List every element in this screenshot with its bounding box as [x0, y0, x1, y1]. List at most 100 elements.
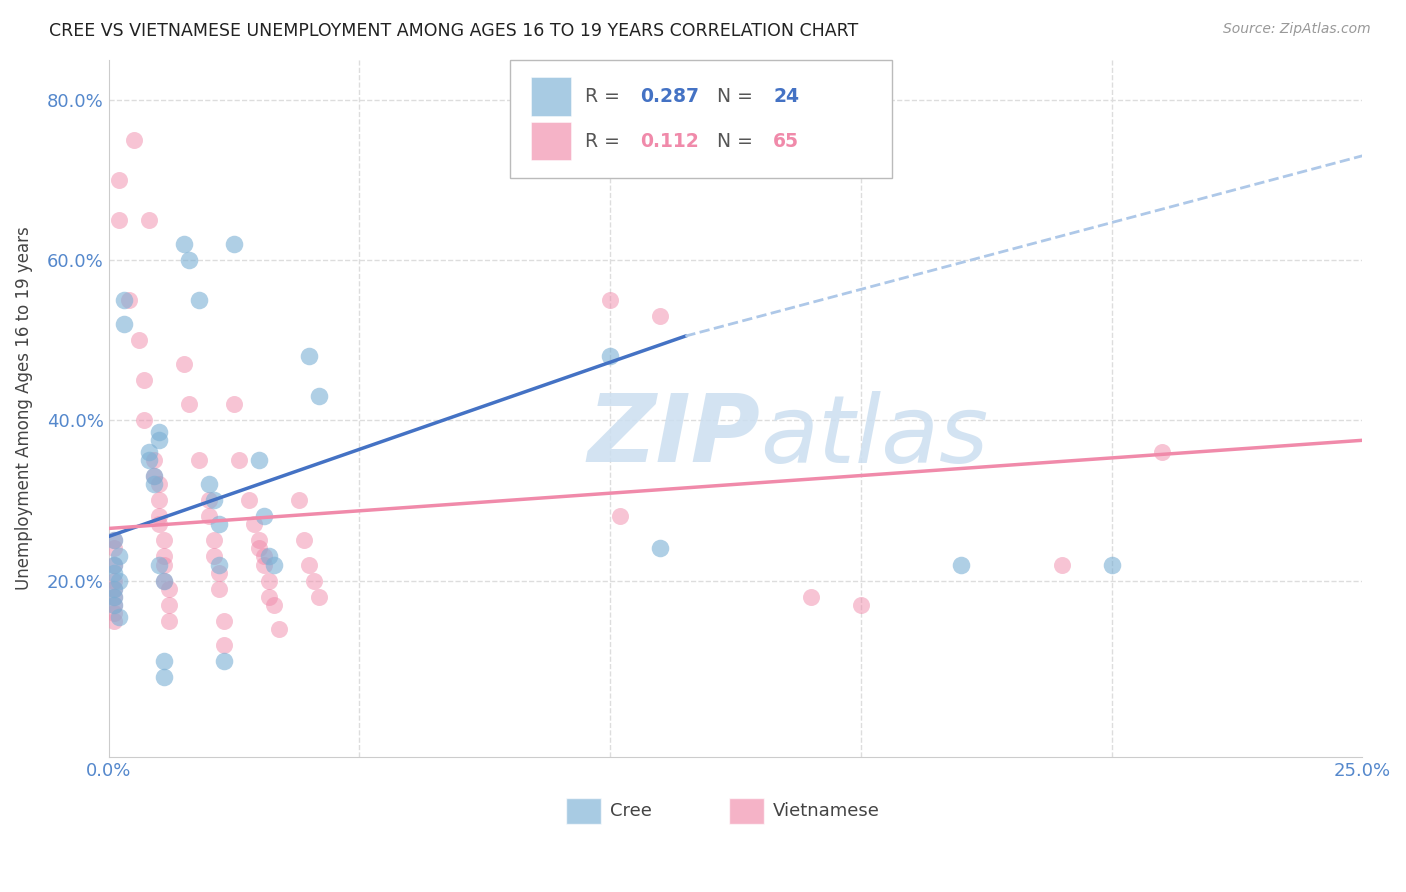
Point: [132, 413, 155, 427]
Point: [157, 582, 180, 596]
Point: [198, 509, 221, 524]
Text: 0.287: 0.287: [640, 87, 699, 106]
Point: [292, 533, 315, 548]
Point: [263, 598, 285, 612]
Point: [142, 477, 165, 491]
Point: [253, 558, 276, 572]
Text: Source: ZipAtlas.com: Source: ZipAtlas.com: [1223, 22, 1371, 37]
FancyBboxPatch shape: [510, 60, 893, 178]
Point: [103, 558, 125, 572]
Point: [107, 549, 129, 564]
Point: [107, 213, 129, 227]
Point: [247, 541, 270, 556]
Text: 0.112: 0.112: [640, 132, 699, 151]
Point: [599, 293, 621, 307]
Point: [263, 558, 285, 572]
Point: [208, 558, 231, 572]
Text: R =: R =: [585, 87, 626, 106]
Point: [212, 654, 235, 668]
Text: 65: 65: [773, 132, 799, 151]
Point: [157, 614, 180, 628]
FancyBboxPatch shape: [531, 78, 571, 116]
Point: [247, 533, 270, 548]
Point: [148, 509, 170, 524]
Point: [950, 558, 973, 572]
Point: [288, 493, 311, 508]
Point: [103, 598, 125, 612]
Text: ZIP: ZIP: [588, 390, 761, 482]
Point: [650, 541, 672, 556]
Point: [157, 598, 180, 612]
Point: [208, 566, 231, 580]
Point: [152, 533, 174, 548]
Point: [253, 549, 276, 564]
FancyBboxPatch shape: [730, 798, 765, 824]
Point: [222, 397, 245, 411]
Point: [118, 293, 141, 307]
Point: [308, 590, 330, 604]
Point: [103, 582, 125, 596]
Point: [173, 357, 195, 371]
Point: [304, 574, 326, 588]
Point: [202, 549, 225, 564]
Point: [132, 373, 155, 387]
Point: [152, 574, 174, 588]
Point: [599, 349, 621, 363]
Point: [112, 293, 135, 307]
Y-axis label: Unemployment Among Ages 16 to 19 years: Unemployment Among Ages 16 to 19 years: [15, 227, 32, 591]
Point: [173, 236, 195, 251]
Point: [138, 213, 160, 227]
Point: [238, 493, 260, 508]
Point: [243, 517, 266, 532]
Point: [269, 622, 291, 636]
Point: [202, 493, 225, 508]
Point: [849, 598, 872, 612]
Point: [103, 558, 125, 572]
Point: [107, 173, 129, 187]
Text: N =: N =: [717, 132, 759, 151]
Point: [148, 517, 170, 532]
Point: [148, 477, 170, 491]
Point: [103, 533, 125, 548]
Point: [103, 590, 125, 604]
Point: [112, 317, 135, 331]
Point: [152, 670, 174, 684]
Point: [152, 558, 174, 572]
Point: [107, 609, 129, 624]
Point: [138, 445, 160, 459]
Point: [142, 469, 165, 483]
Text: atlas: atlas: [761, 391, 988, 482]
Point: [609, 509, 631, 524]
Point: [148, 493, 170, 508]
Point: [1101, 558, 1123, 572]
Point: [208, 582, 231, 596]
Text: Cree: Cree: [610, 802, 652, 821]
Point: [198, 493, 221, 508]
Text: 24: 24: [773, 87, 799, 106]
FancyBboxPatch shape: [531, 122, 571, 161]
Point: [142, 469, 165, 483]
Point: [177, 397, 200, 411]
Point: [138, 453, 160, 467]
Text: N =: N =: [717, 87, 759, 106]
Text: CREE VS VIETNAMESE UNEMPLOYMENT AMONG AGES 16 TO 19 YEARS CORRELATION CHART: CREE VS VIETNAMESE UNEMPLOYMENT AMONG AG…: [49, 22, 859, 40]
Point: [1050, 558, 1073, 572]
Point: [212, 638, 235, 652]
Point: [308, 389, 330, 403]
Point: [152, 549, 174, 564]
Point: [212, 614, 235, 628]
Point: [208, 517, 231, 532]
Point: [103, 606, 125, 620]
Point: [103, 533, 125, 548]
Point: [257, 590, 280, 604]
Point: [187, 293, 209, 307]
Point: [298, 349, 321, 363]
Point: [128, 333, 150, 347]
Point: [177, 252, 200, 267]
Point: [222, 236, 245, 251]
Point: [148, 558, 170, 572]
Point: [122, 133, 145, 147]
Point: [103, 582, 125, 596]
Point: [202, 533, 225, 548]
Point: [650, 309, 672, 323]
